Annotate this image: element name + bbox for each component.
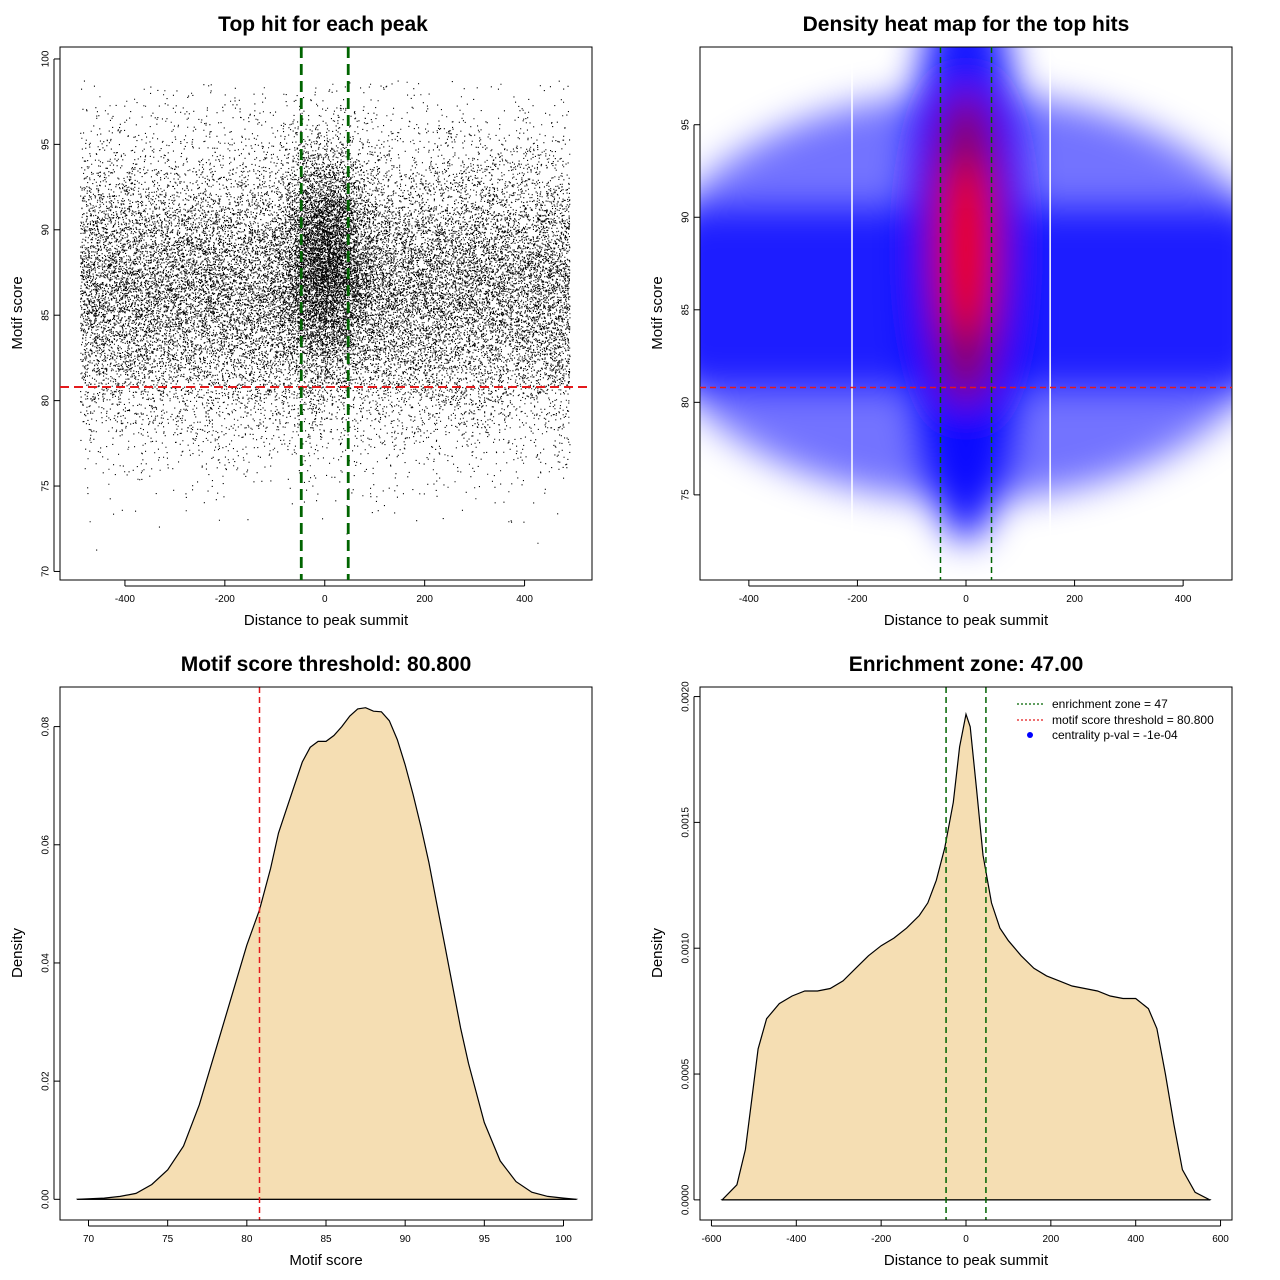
heatmap-y-axis: 75 80 85 90 95 — [681, 119, 700, 501]
scatter-y-tick-label: 95 — [41, 138, 52, 150]
heatmap-x-tick-label: -400 — [739, 594, 759, 605]
distance-density-x-label: Distance to peak summit — [884, 1252, 1049, 1269]
heatmap-x-tick-label: 200 — [1066, 594, 1083, 605]
heatmap-x-tick-label: 400 — [1175, 594, 1192, 605]
distance-density-y-tick-label: 0.0005 — [681, 1058, 692, 1089]
score-density-x-tick-label: 85 — [320, 1234, 332, 1245]
distance-density-title: Enrichment zone: 47.00 — [849, 653, 1084, 676]
score-density-title: Motif score threshold: 80.800 — [181, 653, 472, 676]
score-density-panel: Motif score threshold: 80.800 70 75 80 85 90… — [9, 653, 593, 1269]
heatmap-x-tick-label: 0 — [963, 594, 969, 605]
distance-density-curve — [720, 711, 1212, 1201]
score-density-y-tick-label: 0.02 — [41, 1071, 52, 1091]
scatter-y-tick-label: 90 — [41, 224, 52, 236]
scatter-title: Top hit for each peak — [218, 13, 428, 36]
score-density-curve — [76, 707, 579, 1200]
heatmap-area — [700, 47, 1232, 580]
distance-density-y-tick-label: 0.0000 — [681, 1184, 692, 1215]
heatmap-cells — [700, 47, 1232, 542]
distance-density-legend: enrichment zone = 47 motif score thresho… — [1017, 697, 1214, 742]
scatter-point-cloud — [80, 80, 571, 551]
distance-density-x-tick-label: -600 — [701, 1234, 721, 1245]
heatmap-hotspot — [947, 159, 985, 338]
distance-density-x-tick-label: 200 — [1043, 1234, 1060, 1245]
score-density-y-tick-label: 0.08 — [41, 716, 52, 736]
score-density-y-tick-label: 0.06 — [41, 835, 52, 855]
scatter-points — [80, 80, 571, 551]
heatmap-y-label: Motif score — [649, 276, 666, 349]
distance-density-x-tick-label: 400 — [1127, 1234, 1144, 1245]
score-density-x-tick-label: 70 — [83, 1234, 95, 1245]
score-density-y-label: Density — [9, 927, 26, 978]
score-density-x-tick-label: 90 — [400, 1234, 412, 1245]
heatmap-y-tick-label: 90 — [681, 211, 692, 223]
score-density-y-tick-label: 0.00 — [41, 1189, 52, 1209]
scatter-y-tick-label: 70 — [41, 565, 52, 577]
scatter-x-tick-label: 400 — [516, 594, 533, 605]
score-density-x-axis: 70 75 80 85 90 95 100 — [83, 1220, 572, 1245]
distance-density-x-tick-label: 0 — [963, 1234, 969, 1245]
density-heatmap-panel: Density heat map for the top hits -400 -2… — [649, 13, 1233, 629]
heatmap-title: Density heat map for the top hits — [803, 13, 1130, 36]
distance-density-y-tick-label: 0.0015 — [681, 807, 692, 838]
distance-density-x-tick-label: -200 — [871, 1234, 891, 1245]
distance-density-x-tick-label: 600 — [1212, 1234, 1229, 1245]
score-density-y-tick-label: 0.04 — [41, 953, 52, 973]
score-density-x-tick-label: 75 — [162, 1234, 174, 1245]
top-hits-scatter-panel: Top hit for each peak -400 -200 0 200 400 70… — [9, 13, 593, 629]
scatter-y-tick-label: 80 — [41, 395, 52, 407]
scatter-y-tick-label: 85 — [41, 309, 52, 321]
distance-density-panel: Enrichment zone: 47.00 -600 -400 -200 0 200 4… — [649, 653, 1233, 1269]
scatter-x-tick-label: 200 — [416, 594, 433, 605]
heatmap-x-tick-label: -200 — [847, 594, 867, 605]
distance-density-y-tick-label: 0.0010 — [681, 932, 692, 963]
legend-threshold-label: motif score threshold = 80.800 — [1052, 713, 1214, 727]
scatter-x-tick-label: -200 — [215, 594, 235, 605]
heatmap-y-tick-label: 75 — [681, 489, 692, 501]
legend-zone-label: enrichment zone = 47 — [1052, 697, 1168, 711]
distance-density-x-tick-label: -400 — [786, 1234, 806, 1245]
distance-density-x-axis: -600 -400 -200 0 200 400 600 — [701, 1220, 1229, 1245]
heatmap-x-label: Distance to peak summit — [884, 612, 1049, 629]
heatmap-y-tick-label: 95 — [681, 119, 692, 131]
legend-pval-label: centrality p-val = -1e-04 — [1052, 728, 1178, 742]
scatter-y-label: Motif score — [9, 276, 26, 349]
scatter-x-tick-label: 0 — [322, 594, 328, 605]
scatter-y-tick-label: 75 — [41, 480, 52, 492]
score-density-y-axis: 0.00 0.02 0.04 0.06 0.08 — [41, 716, 60, 1209]
scatter-x-tick-label: -400 — [115, 594, 135, 605]
scatter-x-label: Distance to peak summit — [244, 612, 409, 629]
score-density-x-tick-label: 80 — [241, 1234, 253, 1245]
scatter-y-axis: 70 75 80 85 90 95 100 — [41, 50, 60, 577]
heatmap-y-tick-label: 80 — [681, 396, 692, 408]
heatmap-x-axis: -400 -200 0 200 400 — [739, 580, 1192, 605]
score-density-x-tick-label: 100 — [555, 1234, 572, 1245]
heatmap-y-tick-label: 85 — [681, 304, 692, 316]
score-density-x-label: Motif score — [289, 1252, 362, 1269]
distance-density-y-tick-label: 0.0020 — [681, 681, 692, 712]
distance-density-y-axis: 0.0000 0.0005 0.0010 0.0015 0.0020 — [681, 681, 700, 1215]
legend-pval-dot-icon — [1027, 732, 1033, 738]
score-density-x-tick-label: 95 — [479, 1234, 491, 1245]
distance-density-y-label: Density — [649, 927, 666, 978]
scatter-plot-box — [59, 46, 593, 581]
scatter-x-axis: -400 -200 0 200 400 — [115, 580, 533, 605]
scatter-y-tick-label: 100 — [41, 50, 52, 67]
